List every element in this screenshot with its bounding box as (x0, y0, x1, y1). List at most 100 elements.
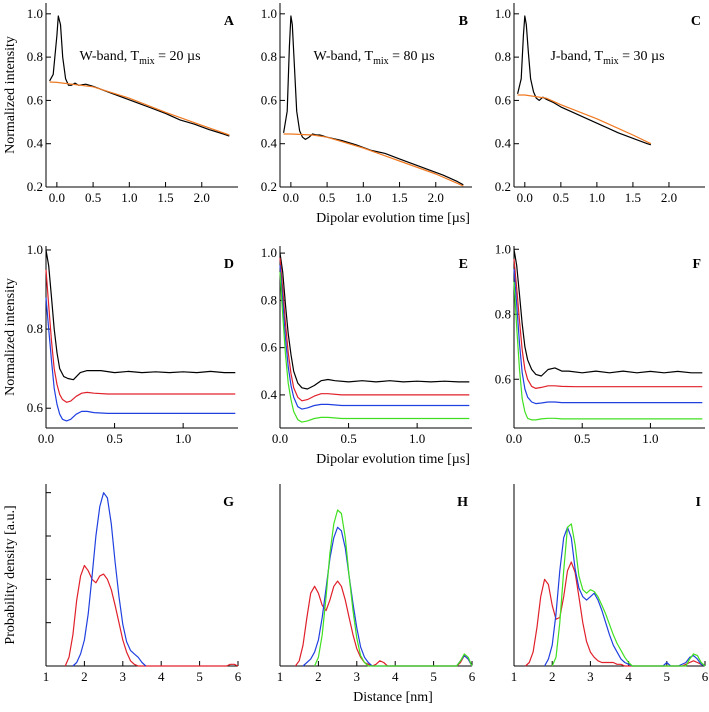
panel-annotation: J-band, Tmix = 30 µs (550, 49, 664, 67)
series-green (551, 523, 706, 667)
annotation-subscript: mix (603, 56, 619, 67)
x-tick-label: 1 (511, 669, 518, 684)
x-tick-label: 1.0 (589, 190, 605, 205)
series-fit (517, 94, 652, 145)
annotation-prefix: W-band, T (313, 49, 373, 64)
y-tick-label: 0.8 (495, 49, 511, 64)
x-tick-label: 6 (469, 669, 476, 684)
panel-letter: C (691, 14, 701, 29)
y-tick-label: 0.2 (495, 179, 511, 194)
x-axis-label: Dipolar evolution time [µs] (316, 452, 470, 467)
x-tick-label: 0.5 (106, 431, 122, 446)
series-red (525, 561, 706, 667)
x-tick-label: 0.0 (272, 431, 288, 446)
y-axis-label: Probability density [a.u.] (3, 505, 18, 644)
y-tick-label: 0.2 (261, 179, 277, 194)
x-tick-label: 3 (587, 669, 594, 684)
y-axis-label: Normalized intensity (3, 36, 18, 154)
x-tick-label: 1.5 (391, 190, 407, 205)
x-tick-label: 0.5 (553, 190, 569, 205)
series-blue (544, 526, 706, 667)
x-tick-label: 0.0 (283, 190, 299, 205)
y-tick-label: 0.4 (261, 387, 278, 402)
annotation-prefix: W-band, T (79, 49, 139, 64)
x-tick-label: 2.0 (428, 190, 444, 205)
series-green (314, 509, 473, 667)
y-tick-label: 0.4 (495, 136, 512, 151)
y-tick-label: 0.8 (261, 49, 277, 64)
series-red (279, 257, 470, 402)
y-tick-label: 1.0 (27, 242, 43, 257)
x-tick-label: 0.5 (85, 190, 101, 205)
x-tick-label: 3 (354, 669, 361, 684)
annotation-suffix: = 20 µs (155, 49, 201, 64)
panel-f: 0.0 0.5 1.0 0.6 0.8 1.0 F (495, 241, 705, 446)
x-tick-label: 4 (158, 669, 165, 684)
x-tick-label: 2 (81, 669, 88, 684)
y-tick-label: 0.6 (27, 92, 44, 107)
panel-letter: F (692, 257, 701, 272)
series-blue (45, 297, 236, 422)
x-tick-label: 1.5 (625, 190, 641, 205)
x-tick-label: 4 (625, 669, 632, 684)
series-blue (513, 268, 703, 405)
annotation-subscript: mix (373, 56, 389, 67)
y-tick-label: 0.8 (27, 49, 43, 64)
x-tick-label: 1.0 (409, 431, 425, 446)
x-tick-label: 1.5 (157, 190, 173, 205)
x-tick-label: 0.0 (38, 431, 54, 446)
panel-letter: I (696, 495, 701, 510)
y-tick-label: 0.6 (261, 340, 278, 355)
panel-e: 0.0 0.5 1.0 0.4 0.6 0.8 1.0 E Dipolar evolution … (261, 245, 472, 467)
panel-letter: E (459, 257, 468, 272)
y-tick-label: 0.6 (261, 92, 278, 107)
x-tick-label: 3 (120, 669, 127, 684)
panel-letter: H (457, 495, 468, 510)
series-blue (72, 492, 147, 667)
x-tick-label: 0.5 (574, 431, 590, 446)
panel-b: 0.0 0.5 1.0 1.5 2.0 0.2 0.4 0.6 0.8 1.0 B W-band, T… (261, 3, 472, 226)
x-tick-label: 0.0 (49, 190, 65, 205)
panel-i: 1 2 3 4 5 6 I (511, 484, 709, 684)
series-black (279, 253, 470, 390)
panel-letter: G (223, 495, 234, 510)
panel-letter: A (224, 14, 235, 29)
x-tick-label: 6 (235, 669, 242, 684)
series-fit (283, 133, 464, 187)
x-tick-label: 2 (549, 669, 556, 684)
x-tick-label: 1 (277, 669, 284, 684)
series-black (45, 249, 236, 381)
y-tick-label: 1.0 (261, 245, 277, 260)
y-tick-label: 0.6 (495, 92, 512, 107)
series-green (279, 271, 470, 423)
x-tick-label: 5 (664, 669, 671, 684)
y-tick-label: 0.8 (27, 321, 43, 336)
x-tick-label: 5 (196, 669, 203, 684)
x-tick-label: 0.0 (517, 190, 533, 205)
series-black (513, 249, 703, 377)
x-tick-label: 0.0 (506, 431, 522, 446)
panel-letter: B (459, 14, 468, 29)
x-tick-label: 2 (315, 669, 322, 684)
annotation-prefix: J-band, T (550, 49, 603, 64)
panel-annotation: W-band, Tmix = 80 µs (313, 49, 434, 67)
y-tick-label: 1.0 (495, 241, 511, 256)
x-tick-label: 2.0 (194, 190, 210, 205)
y-tick-label: 1.0 (495, 6, 511, 21)
x-tick-label: 5 (430, 669, 437, 684)
panel-d: 0.0 0.5 1.0 0.6 0.8 1.0 D Normalized intensity (3, 242, 238, 446)
x-tick-label: 1.0 (642, 431, 658, 446)
panel-annotation: W-band, Tmix = 20 µs (79, 49, 200, 67)
y-tick-label: 0.4 (261, 136, 278, 151)
series-experimental (517, 15, 652, 146)
panel-g: 1 2 3 4 5 6 G Probability density [a.u.] (3, 484, 242, 684)
y-tick-label: 0.2 (27, 179, 43, 194)
x-tick-label: 6 (702, 669, 709, 684)
series-red (64, 564, 239, 667)
y-tick-label: 0.6 (495, 371, 512, 386)
x-tick-label: 1.0 (355, 190, 371, 205)
y-tick-label: 0.4 (27, 136, 44, 151)
x-tick-label: 4 (392, 669, 399, 684)
x-tick-label: 1.0 (175, 431, 191, 446)
